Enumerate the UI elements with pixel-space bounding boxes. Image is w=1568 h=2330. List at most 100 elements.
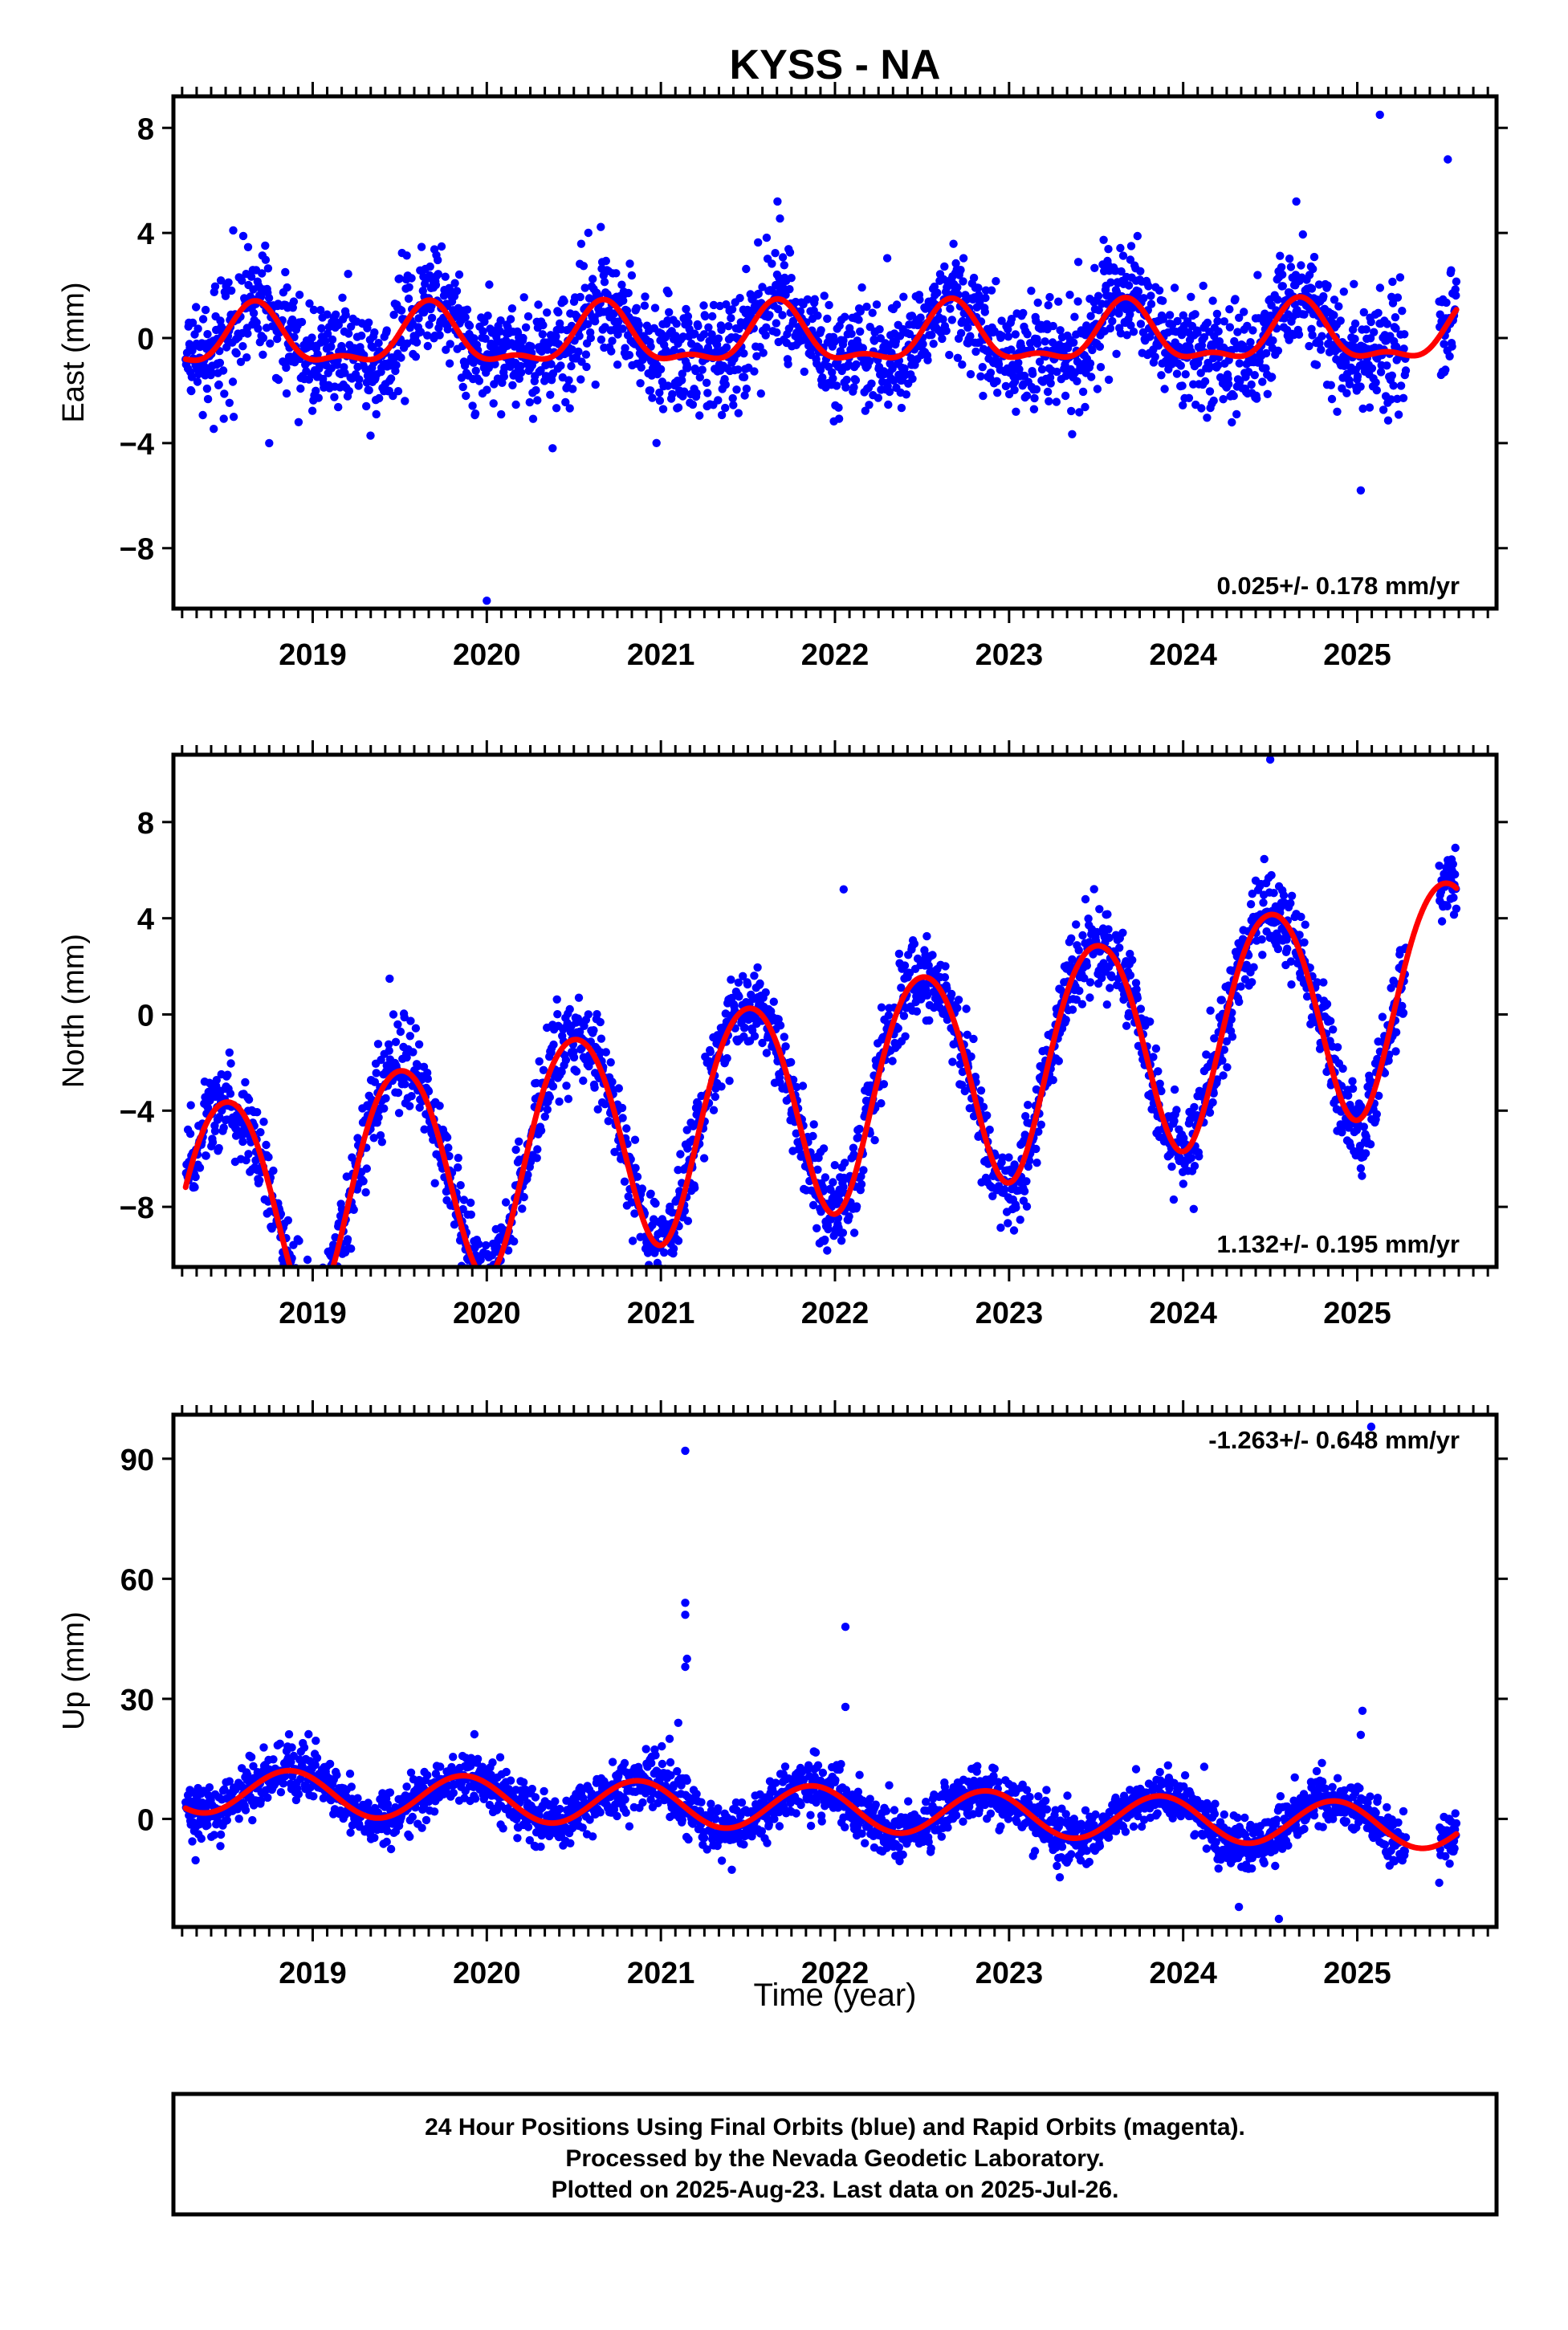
data-point	[1028, 369, 1037, 378]
data-point	[785, 248, 795, 257]
data-point	[780, 1033, 788, 1041]
data-point	[1387, 395, 1395, 404]
data-point	[269, 1166, 278, 1175]
data-point	[210, 425, 218, 434]
data-point	[1283, 944, 1292, 953]
data-point	[1214, 327, 1223, 336]
data-point	[862, 302, 871, 312]
data-point	[1030, 393, 1039, 403]
data-point	[870, 336, 879, 345]
data-point	[511, 1145, 520, 1155]
data-point	[1126, 321, 1135, 330]
data-point	[1317, 345, 1326, 354]
data-point	[1133, 993, 1142, 1003]
data-point	[1326, 1016, 1335, 1025]
data-point	[938, 334, 947, 344]
data-point	[625, 351, 634, 360]
data-point	[852, 360, 861, 369]
data-point	[309, 305, 319, 315]
data-point	[1016, 1216, 1024, 1224]
outlier-point	[1292, 197, 1301, 206]
data-point	[1329, 1025, 1338, 1034]
data-point	[1243, 321, 1252, 331]
data-point	[411, 352, 421, 361]
data-point	[643, 1249, 653, 1257]
data-point	[244, 1095, 254, 1104]
data-point	[1278, 270, 1287, 279]
data-point	[531, 385, 540, 395]
data-point	[933, 288, 942, 297]
data-point	[295, 291, 304, 299]
data-point	[412, 338, 422, 347]
data-point	[636, 379, 645, 388]
data-point	[1199, 332, 1209, 342]
data-point	[958, 1067, 967, 1077]
data-point	[839, 336, 848, 345]
data-point	[1118, 928, 1127, 938]
data-point	[282, 389, 291, 398]
data-point	[646, 1189, 655, 1199]
data-point	[192, 303, 201, 312]
data-point	[1391, 313, 1400, 322]
data-point	[545, 1093, 554, 1102]
data-point	[807, 344, 816, 353]
data-point	[385, 974, 394, 984]
data-point	[226, 1059, 235, 1068]
data-point	[456, 1181, 465, 1190]
data-point	[640, 301, 650, 310]
data-point	[1044, 301, 1053, 310]
data-point	[323, 1282, 331, 1290]
data-point	[813, 1224, 821, 1233]
data-point	[227, 286, 236, 295]
data-point	[637, 363, 646, 372]
data-point	[1440, 340, 1448, 348]
data-point	[699, 330, 709, 339]
data-point	[630, 1135, 640, 1144]
data-point	[266, 339, 275, 348]
data-point	[1342, 389, 1351, 397]
data-point	[1021, 1112, 1030, 1121]
data-point	[847, 329, 856, 338]
data-point	[997, 316, 1006, 325]
data-point	[740, 391, 749, 400]
data-point	[943, 984, 951, 993]
data-point	[1027, 287, 1036, 295]
data-point	[290, 332, 299, 342]
data-point	[698, 365, 707, 374]
data-point	[458, 1204, 467, 1214]
plot-frame	[171, 94, 1499, 611]
data-point	[928, 951, 937, 959]
data-point	[224, 278, 233, 287]
data-point	[198, 410, 207, 420]
data-point	[849, 383, 858, 392]
data-point	[1378, 1012, 1387, 1021]
data-point	[191, 1172, 200, 1182]
data-point	[187, 386, 196, 396]
data-point	[1319, 291, 1328, 301]
data-point	[1020, 1187, 1029, 1196]
data-point	[561, 1056, 571, 1065]
data-point	[1269, 336, 1277, 345]
data-point	[435, 331, 444, 340]
outlier-point	[773, 197, 782, 206]
data-point	[334, 402, 343, 412]
data-point	[916, 313, 925, 322]
data-point	[619, 296, 628, 305]
data-point	[750, 367, 759, 376]
data-point	[380, 1104, 389, 1113]
data-point	[187, 373, 197, 381]
data-point	[943, 1015, 952, 1024]
data-point	[1443, 902, 1452, 910]
data-point	[532, 1154, 541, 1163]
data-point	[985, 1125, 994, 1134]
data-point	[1070, 312, 1079, 321]
data-point	[461, 313, 470, 322]
data-point	[1246, 338, 1255, 347]
data-point	[946, 304, 955, 313]
data-point	[676, 1150, 685, 1159]
data-point	[1273, 944, 1283, 954]
data-point	[979, 1102, 988, 1111]
data-point	[256, 1128, 265, 1137]
data-point	[1209, 396, 1218, 405]
data-point	[1159, 296, 1167, 305]
